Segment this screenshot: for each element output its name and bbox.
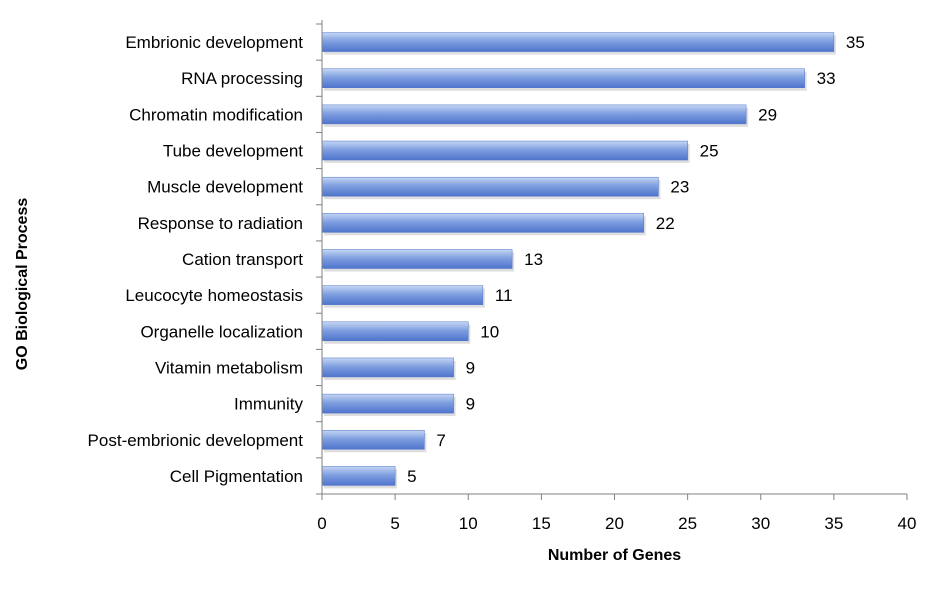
category-label: Embrionic development xyxy=(125,33,303,52)
y-axis-title: GO Biological Process xyxy=(14,198,31,371)
data-label: 23 xyxy=(670,178,689,197)
x-tick-label: 25 xyxy=(678,514,697,533)
category-label: RNA processing xyxy=(181,69,303,88)
category-label: Cell Pigmentation xyxy=(170,467,303,486)
category-label: Post-embrionic development xyxy=(88,431,304,450)
category-label: Cation transport xyxy=(182,250,303,269)
data-label: 5 xyxy=(407,467,416,486)
x-tick-label: 15 xyxy=(532,514,551,533)
category-label: Tube development xyxy=(163,142,303,161)
x-tick-label: 5 xyxy=(390,514,399,533)
data-label: 10 xyxy=(480,322,499,341)
x-tick-label: 10 xyxy=(459,514,478,533)
category-label: Chromatin modification xyxy=(129,105,303,124)
bar xyxy=(321,249,513,269)
category-label: Muscle development xyxy=(147,178,303,197)
category-label: Organelle localization xyxy=(140,322,303,341)
bar xyxy=(321,68,805,88)
data-label: 33 xyxy=(817,69,836,88)
x-tick-label: 20 xyxy=(605,514,624,533)
bar xyxy=(321,213,644,233)
x-tick-label: 35 xyxy=(824,514,843,533)
x-tick-label: 0 xyxy=(317,514,326,533)
bar xyxy=(321,466,396,486)
bars-layer xyxy=(321,32,836,489)
bar xyxy=(321,176,659,197)
data-label: 29 xyxy=(758,105,777,124)
bar xyxy=(321,321,469,342)
labels-layer: Embrionic development 35 RNA processing 33 C… xyxy=(88,33,917,533)
bar xyxy=(321,104,747,125)
x-tick-label: 40 xyxy=(898,514,917,533)
data-label: 22 xyxy=(656,214,675,233)
category-label: Immunity xyxy=(234,395,303,414)
data-label: 35 xyxy=(846,33,865,52)
axes-layer xyxy=(316,20,908,500)
category-label: Leucocyte homeostasis xyxy=(125,286,303,305)
bar xyxy=(321,393,454,414)
bar xyxy=(321,140,688,161)
bar xyxy=(321,357,454,378)
data-label: 9 xyxy=(466,395,475,414)
data-label: 13 xyxy=(524,250,543,269)
category-label: Vitamin metabolism xyxy=(155,358,303,377)
data-label: 11 xyxy=(495,286,513,305)
data-label: 9 xyxy=(466,358,475,377)
data-label: 25 xyxy=(700,142,719,161)
bar xyxy=(321,285,484,305)
bar xyxy=(321,32,835,52)
data-label: 7 xyxy=(436,431,445,450)
bar xyxy=(321,430,425,450)
category-label: Response to radiation xyxy=(138,214,303,233)
x-axis-title: Number of Genes xyxy=(548,547,681,564)
x-tick-label: 30 xyxy=(751,514,770,533)
